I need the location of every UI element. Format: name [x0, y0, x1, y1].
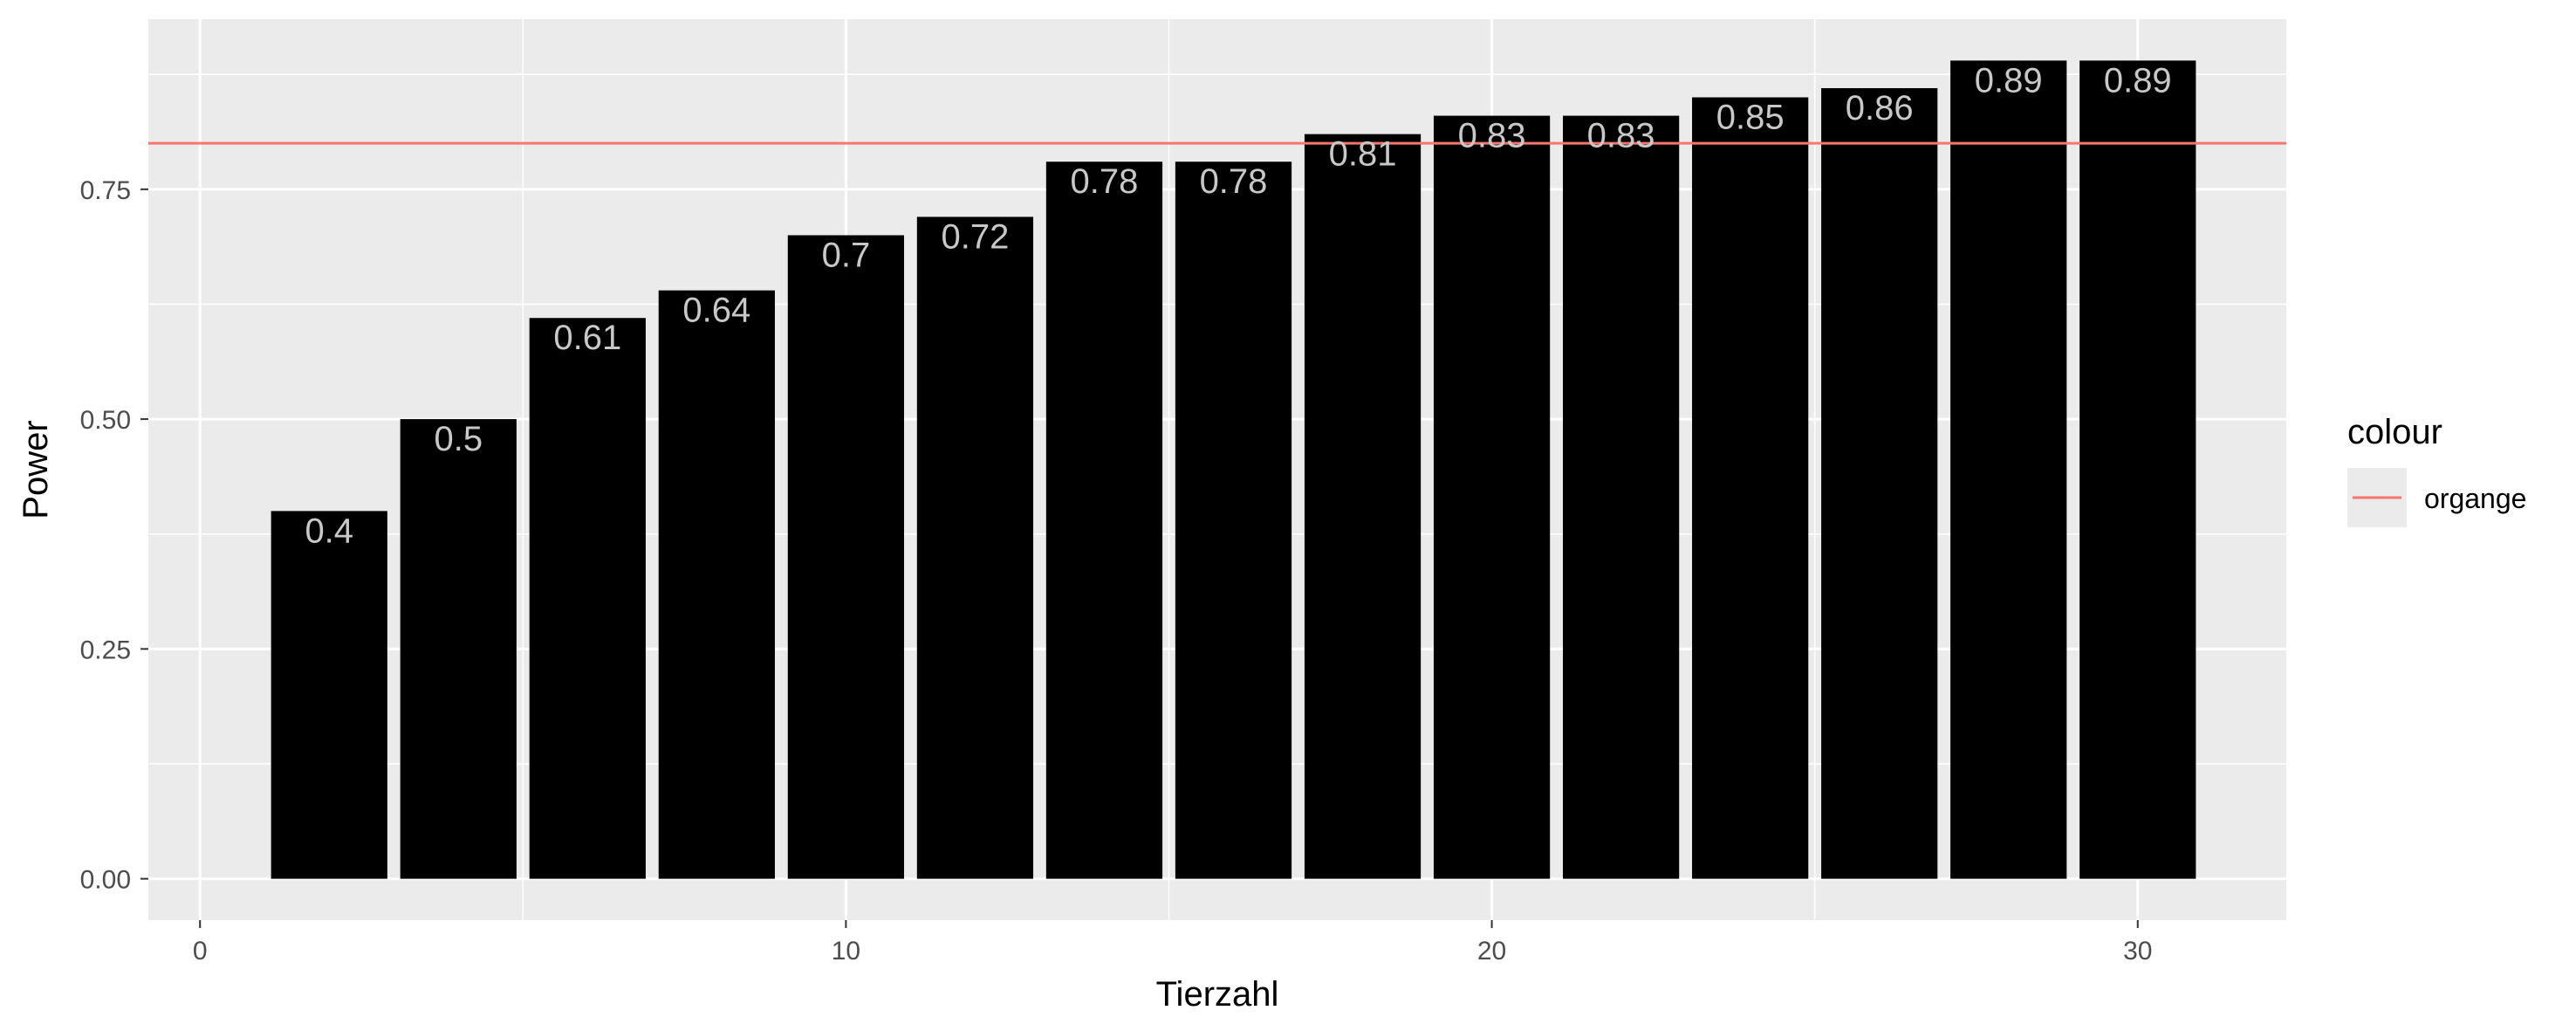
bar-data-label: 0.81 — [1329, 135, 1397, 174]
bar — [1433, 115, 1551, 879]
bar-data-label: 0.4 — [305, 512, 353, 550]
bar-labels: 0.4 0.5 0.61 0.64 0.7 0.72 0.78 0.78 0.81 0.83 0.8… — [305, 61, 2171, 550]
bar-data-label: 0.89 — [2104, 61, 2172, 100]
y-axis: 0.00 0.25 0.50 0.75 — [80, 176, 148, 895]
x-tick-label: 10 — [832, 937, 860, 966]
bar — [658, 290, 775, 879]
bar-data-label: 0.64 — [682, 292, 750, 330]
bar-data-label: 0.85 — [1716, 99, 1785, 137]
y-tick-label: 0.25 — [80, 636, 131, 664]
bar-data-label: 0.61 — [553, 319, 621, 357]
x-axis: 0 10 20 30 — [193, 920, 2152, 966]
bar — [1950, 60, 2067, 879]
x-tick-label: 0 — [193, 937, 208, 966]
bar — [271, 511, 387, 879]
bar-data-label: 0.78 — [1071, 162, 1139, 201]
bar — [1175, 162, 1292, 879]
bar — [1692, 97, 1809, 879]
y-tick-label: 0.75 — [80, 176, 131, 205]
bar — [1045, 162, 1163, 879]
bar-data-label: 0.5 — [434, 420, 483, 458]
bar-data-label: 0.72 — [942, 217, 1010, 256]
x-axis-title: Tierzahl — [1156, 975, 1279, 1014]
bar — [787, 235, 905, 879]
bar — [1304, 134, 1422, 879]
bar — [916, 217, 1034, 879]
y-tick-label: 0.00 — [80, 866, 131, 895]
x-tick-label: 30 — [2123, 937, 2152, 966]
x-tick-label: 20 — [1477, 937, 1506, 966]
bar-data-label: 0.7 — [822, 236, 871, 274]
bars — [271, 60, 2196, 879]
bar — [1562, 115, 1680, 879]
bar-data-label: 0.83 — [1458, 117, 1526, 155]
y-axis-title: Power — [17, 420, 55, 519]
bar-data-label: 0.86 — [1846, 89, 1914, 127]
legend-title: colour — [2347, 413, 2442, 451]
bar — [2079, 60, 2196, 879]
bar-data-label: 0.78 — [1200, 162, 1268, 201]
bar — [1821, 87, 1938, 879]
bar-data-label: 0.89 — [1975, 61, 2043, 100]
bar — [529, 318, 646, 879]
y-tick-label: 0.50 — [80, 406, 131, 435]
bar — [400, 419, 517, 879]
legend-item-label: organge — [2424, 483, 2526, 514]
legend: colour organge — [2347, 413, 2526, 527]
bar-data-label: 0.83 — [1587, 117, 1655, 155]
